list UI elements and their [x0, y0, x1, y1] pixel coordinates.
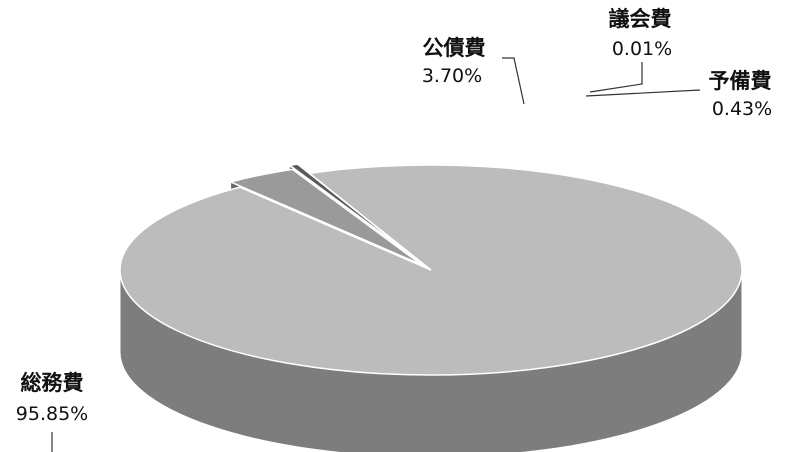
pie-slice-yobihi [287, 163, 420, 262]
label-kousaihi: 公債費 3.70% [422, 36, 486, 87]
label-gikaihi: 議会費 0.01% [609, 7, 673, 60]
slice-label-name: 総務費 [21, 371, 84, 395]
slice-label-value: 0.01% [612, 38, 672, 60]
leader-gikaihi [589, 62, 643, 93]
slice-label-value: 3.70% [422, 65, 482, 87]
slice-label-value: 95.85% [16, 403, 88, 425]
label-yobihi: 予備費 0.43% [709, 69, 773, 120]
slice-label-name: 公債費 [423, 36, 486, 60]
pie-slice-soumuhi [119, 164, 743, 376]
slice-label-name: 予備費 [709, 69, 772, 93]
leader-kousaihi [502, 57, 525, 105]
slice-label-value: 0.43% [712, 98, 772, 120]
slice-label-name: 議会費 [609, 7, 672, 31]
pie-tops [119, 163, 743, 376]
leader-lines [51, 57, 701, 452]
label-soumuhi: 総務費 95.85% [16, 371, 88, 425]
leader-yobihi [585, 89, 701, 97]
pie-slice-kousaihi [228, 168, 423, 266]
